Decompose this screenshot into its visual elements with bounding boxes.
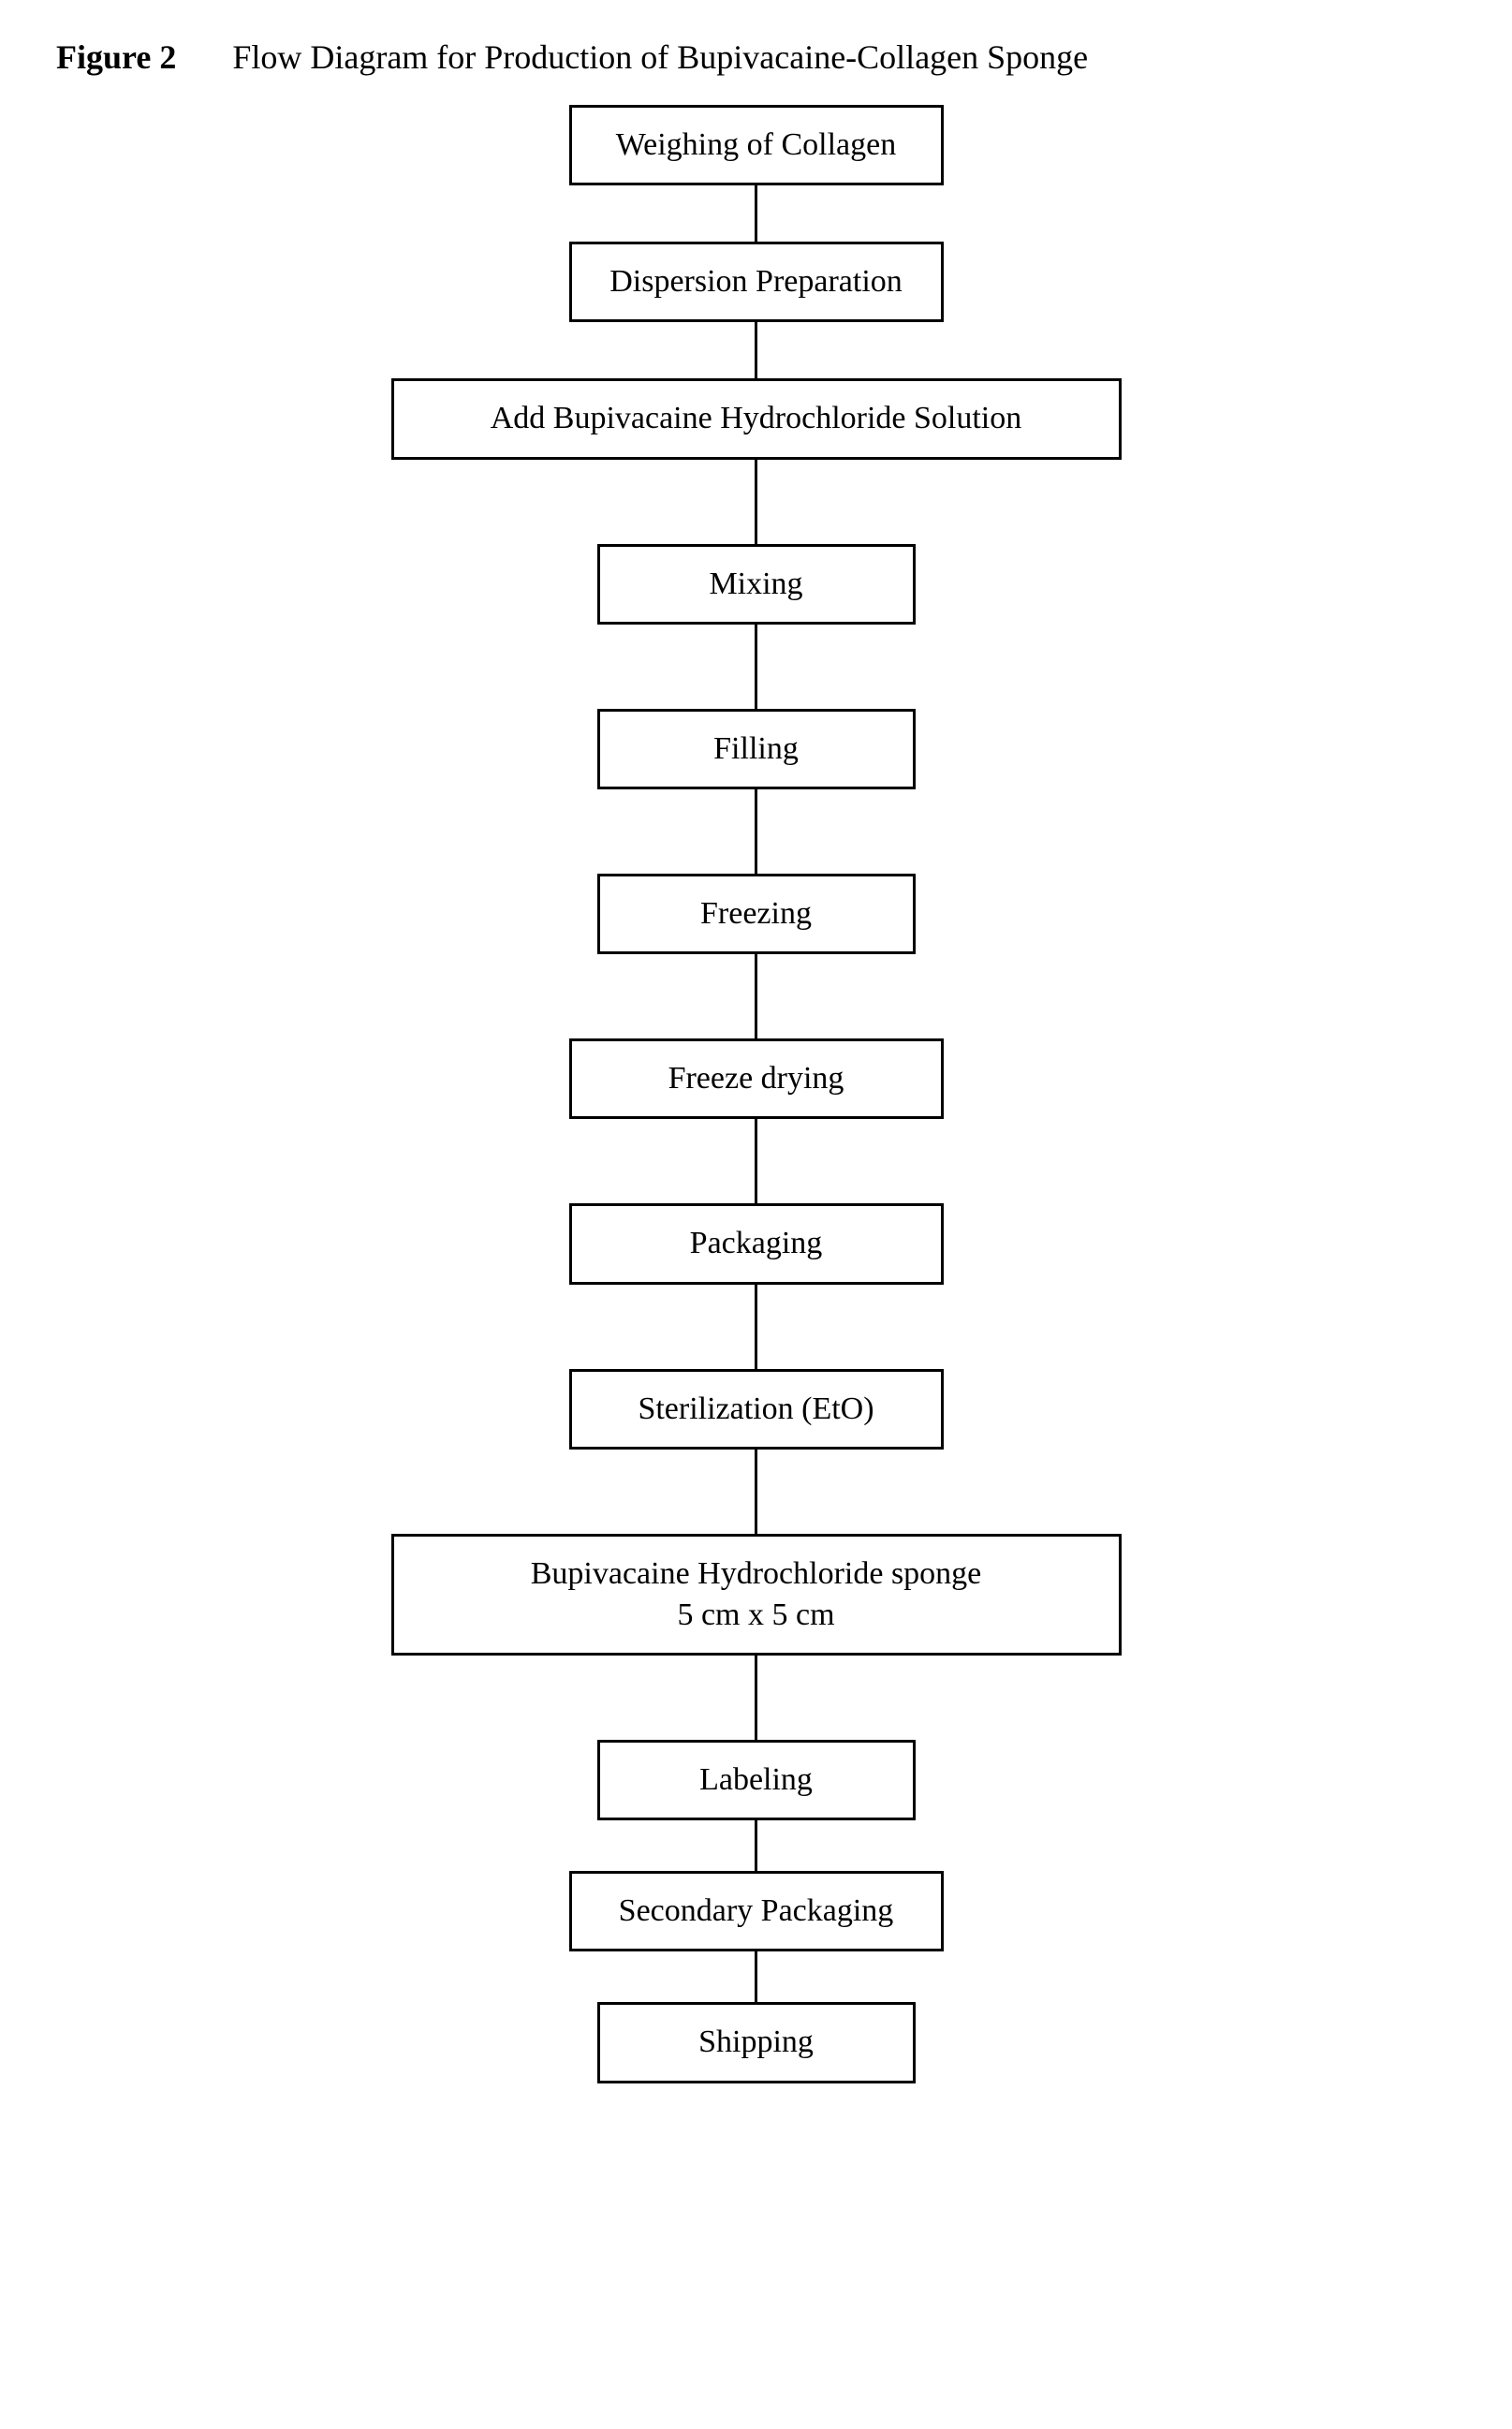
flow-node-12: Shipping <box>597 2002 916 2083</box>
flow-node-label: Add Bupivacaine Hydrochloride Solution <box>432 398 1081 439</box>
flow-node-7: Packaging <box>569 1203 944 1284</box>
flow-node-11: Secondary Packaging <box>569 1871 944 1951</box>
flow-node-label: Sterilization (EtO) <box>609 1389 903 1430</box>
flow-node-label: Secondary Packaging <box>609 1891 903 1932</box>
flow-node-label: Labeling <box>647 1759 866 1801</box>
flow-node-6: Freeze drying <box>569 1038 944 1119</box>
flow-node-5: Freezing <box>597 874 916 954</box>
flow-node-4: Filling <box>597 709 916 789</box>
flow-node-label: Filling <box>647 729 866 770</box>
flow-connector <box>755 322 757 378</box>
flow-node-0: Weighing of Collagen <box>569 105 944 185</box>
flow-connector <box>755 1951 757 2002</box>
flow-node-3: Mixing <box>597 544 916 625</box>
flow-node-2: Add Bupivacaine Hydrochloride Solution <box>391 378 1122 459</box>
flow-connector <box>755 1656 757 1740</box>
flow-node-label: Dispersion Preparation <box>609 261 903 302</box>
flow-node-8: Sterilization (EtO) <box>569 1369 944 1450</box>
flow-connector <box>755 789 757 874</box>
figure-header: Figure 2 Flow Diagram for Production of … <box>19 37 1493 77</box>
flow-connector <box>755 625 757 709</box>
flow-node-label: Bupivacaine Hydrochloride sponge <box>441 1553 1072 1595</box>
flow-connector <box>755 1450 757 1534</box>
figure-label: Figure 2 <box>56 37 176 77</box>
flow-node-label: Shipping <box>647 2022 866 2063</box>
flow-connector <box>755 1820 757 1871</box>
flow-node-label: Packaging <box>609 1223 903 1264</box>
flow-connector <box>755 460 757 544</box>
flow-node-1: Dispersion Preparation <box>569 242 944 322</box>
flow-node-label: Freezing <box>647 893 866 935</box>
flow-connector <box>755 1285 757 1369</box>
flow-node-label: Weighing of Collagen <box>609 125 903 166</box>
flow-connector <box>755 185 757 242</box>
flow-node-label: Mixing <box>647 564 866 605</box>
figure-title: Flow Diagram for Production of Bupivacai… <box>232 37 1088 77</box>
flow-node-label: 5 cm x 5 cm <box>441 1595 1072 1636</box>
flow-node-10: Labeling <box>597 1740 916 1820</box>
flow-node-label: Freeze drying <box>609 1058 903 1099</box>
flow-node-9: Bupivacaine Hydrochloride sponge5 cm x 5… <box>391 1534 1122 1656</box>
flowchart-container: Weighing of Collagen Dispersion Preparati… <box>19 105 1493 2083</box>
flow-connector <box>755 1119 757 1203</box>
flow-connector <box>755 954 757 1038</box>
